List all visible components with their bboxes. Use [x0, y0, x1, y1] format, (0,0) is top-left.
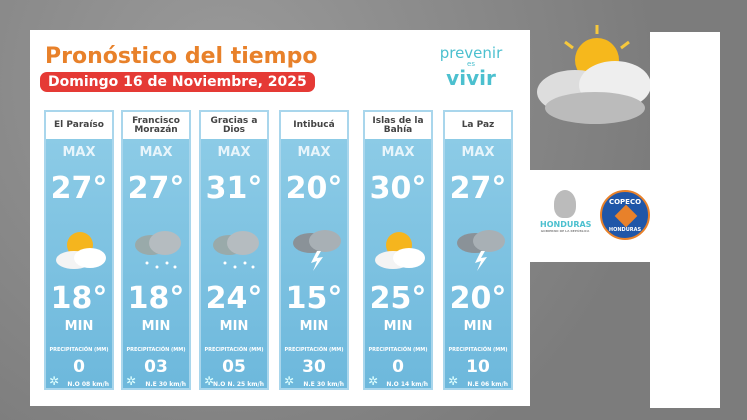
region-name: Gracias a Dios [201, 112, 267, 139]
precip-label: PRECIPITACIÓN (MM) [126, 347, 186, 353]
h-shape-bar [650, 32, 720, 408]
min-temp: 15° [285, 281, 343, 316]
precip-label: PRECIPITACIÓN (MM) [204, 347, 264, 353]
max-temp: 27° [127, 171, 185, 206]
precip-value: 0 [73, 357, 85, 377]
copeco-top: COPECO [608, 198, 642, 206]
precip-label: PRECIPITACIÓN (MM) [448, 347, 508, 353]
wind-icon: ✲ [368, 374, 379, 388]
min-temp: 18° [50, 281, 108, 316]
region-name: Intibucá [281, 112, 347, 139]
copeco-bottom: HONDURAS [608, 227, 642, 233]
max-temp: 31° [205, 171, 263, 206]
rain-cloud-icon [135, 231, 181, 269]
wind-value: N.E 06 km/h [467, 381, 508, 388]
precip-label: PRECIPITACIÓN (MM) [49, 347, 109, 353]
rain-cloud-icon [213, 231, 259, 269]
logo-line2: es [467, 60, 475, 68]
sun-cloud-icon [56, 232, 106, 269]
honduras-logo: HONDURAS GOBIERNO DE LA REPÚBLICA [540, 190, 592, 233]
min-temp: 20° [449, 281, 507, 316]
max-label: MAX [461, 145, 495, 160]
honduras-subtext: GOBIERNO DE LA REPÚBLICA [540, 229, 590, 233]
region-column: La Paz MAX 27° 20° MIN PRECIPITACIÓN (MM… [443, 110, 513, 390]
precip-label: PRECIPITACIÓN (MM) [368, 347, 428, 353]
min-label: MIN [219, 319, 249, 334]
wind-value: N.E 30 km/h [145, 381, 186, 388]
min-temp: 24° [205, 281, 263, 316]
honduras-text: HONDURAS [540, 220, 592, 229]
max-label: MAX [217, 145, 251, 160]
region-column: Francisco Morazán MAX 27° 18° MIN PRECIP… [121, 110, 191, 390]
region-name: Islas de la Bahía [365, 112, 431, 139]
sun-cloud-image [537, 25, 651, 124]
date-badge: Domingo 16 de Noviembre, 2025 [40, 72, 315, 92]
max-temp: 27° [449, 171, 507, 206]
wind-value: N.O N. 25 km/h [212, 381, 264, 388]
wind-icon: ✲ [284, 374, 295, 388]
region-name: Francisco Morazán [123, 112, 189, 139]
max-temp: 30° [369, 171, 427, 206]
precip-value: 30 [302, 357, 326, 377]
precip-label: PRECIPITACIÓN (MM) [284, 347, 344, 353]
wind-icon: ✲ [126, 374, 137, 388]
max-temp: 20° [285, 171, 343, 206]
coat-of-arms-icon [554, 190, 576, 218]
precip-value: 0 [392, 357, 404, 377]
logo-line3: vivir [446, 66, 496, 90]
precip-value: 03 [144, 357, 168, 377]
min-label: MIN [463, 319, 493, 334]
wind-value: N.O 08 km/h [67, 381, 109, 388]
precip-value: 05 [222, 357, 246, 377]
logo-line1: prevenir [439, 44, 503, 62]
max-label: MAX [297, 145, 331, 160]
region-column: Islas de la Bahía MAX 30° 25° MIN PRECIP… [363, 110, 433, 390]
max-label: MAX [381, 145, 415, 160]
min-label: MIN [64, 319, 94, 334]
region-column: Intibucá MAX 20° 15° MIN PRECIPITACIÓN (… [279, 110, 349, 390]
region-name: El Paraíso [46, 112, 112, 139]
storm-cloud-icon [293, 230, 341, 271]
max-label: MAX [139, 145, 173, 160]
region-column: Gracias a Dios MAX 31° 24° MIN PRECIPITA… [199, 110, 269, 390]
min-temp: 25° [369, 281, 427, 316]
wind-icon: ✲ [49, 374, 60, 388]
min-label: MIN [141, 319, 171, 334]
copeco-logo: COPECO HONDURAS [600, 190, 650, 240]
region-name: La Paz [445, 112, 511, 139]
sun-cloud-icon [375, 232, 425, 269]
max-temp: 27° [50, 171, 108, 206]
storm-cloud-icon [457, 230, 505, 271]
prevenir-logo: prevenir es vivir [435, 44, 507, 90]
max-label: MAX [62, 145, 96, 160]
min-label: MIN [299, 319, 329, 334]
wind-icon: ✲ [204, 374, 215, 388]
region-column: El Paraíso MAX 27° 18° MIN PRECIPITACIÓN… [44, 110, 114, 390]
page-title: Pronóstico del tiempo [45, 44, 318, 69]
min-temp: 18° [127, 281, 185, 316]
wind-value: N.O 14 km/h [386, 381, 428, 388]
min-label: MIN [383, 319, 413, 334]
wind-icon: ✲ [448, 374, 459, 388]
precip-value: 10 [466, 357, 490, 377]
wind-value: N.E 30 km/h [303, 381, 344, 388]
